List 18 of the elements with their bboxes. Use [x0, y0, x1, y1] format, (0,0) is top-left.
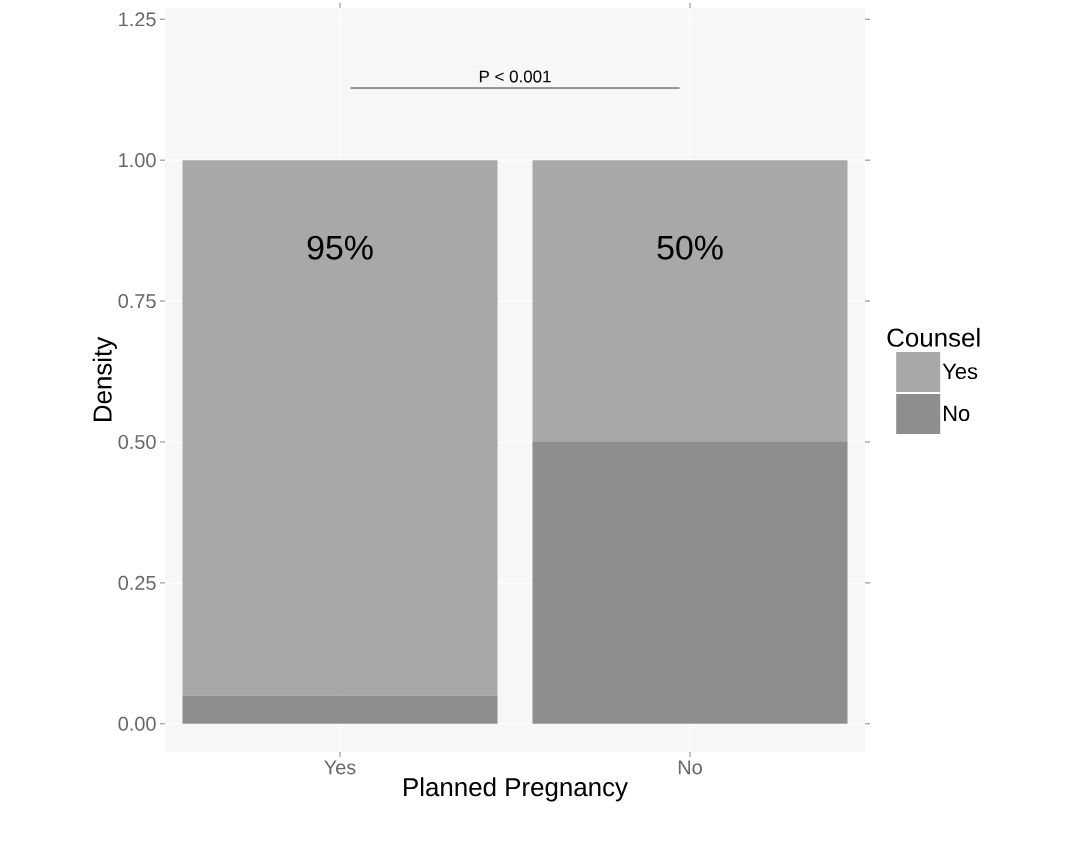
legend-title: Counsel	[887, 327, 980, 347]
y-tick-label: 0.25	[118, 575, 156, 590]
y-tick-label: 0.00	[118, 716, 156, 731]
annotation: P < 0.001	[479, 70, 551, 83]
y-tick-label: 0.75	[118, 294, 156, 309]
bar	[182, 695, 498, 724]
y-tick-label: 0.50	[118, 434, 156, 450]
bar	[532, 160, 848, 442]
y-axis-title: Density	[92, 336, 117, 422]
data-label: 50%	[657, 235, 723, 260]
bar	[532, 441, 848, 724]
y-tick-label: 1.00	[119, 153, 156, 168]
data-label: 95%	[307, 235, 373, 260]
bar	[182, 160, 498, 696]
y-tick-label: 1.25	[119, 12, 156, 27]
legend-label: Yes	[942, 363, 978, 380]
legend-label: No	[943, 405, 970, 422]
x-axis-title: Planned Pregnancy	[404, 777, 628, 802]
